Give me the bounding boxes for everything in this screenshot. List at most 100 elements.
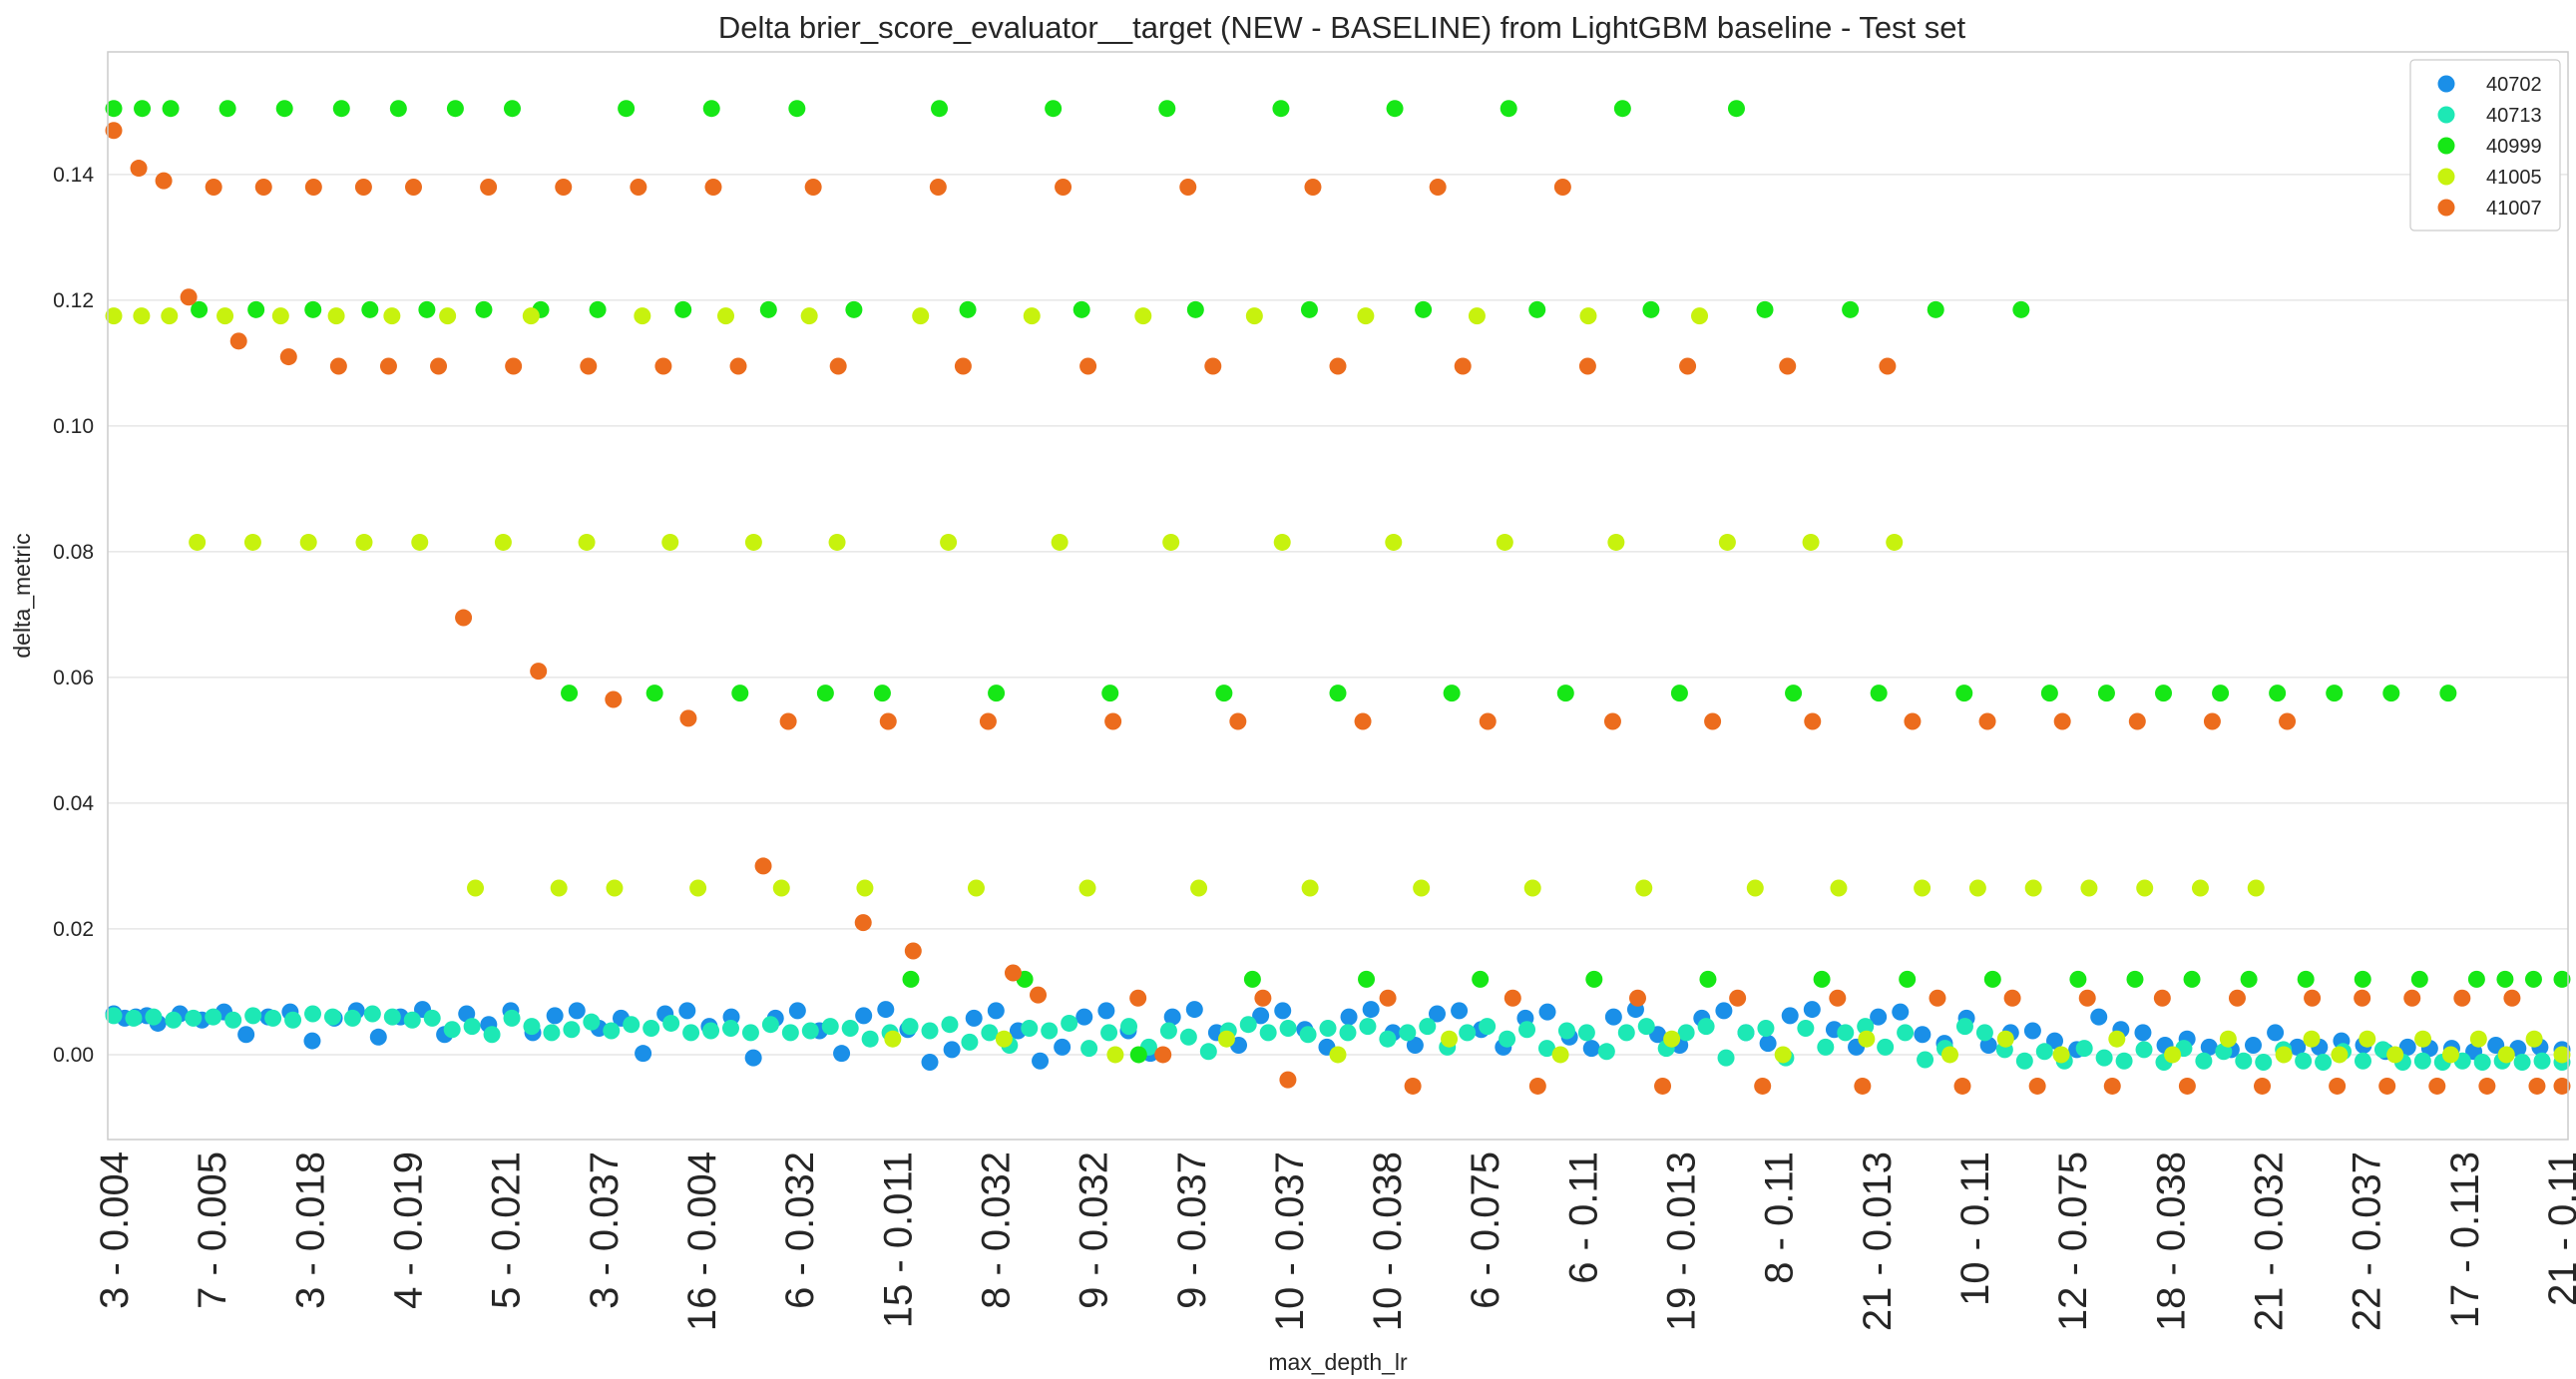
data-point — [494, 533, 512, 551]
data-point — [2525, 1030, 2543, 1048]
data-point — [1379, 989, 1397, 1007]
data-point — [679, 709, 697, 727]
data-point — [821, 1018, 839, 1036]
data-point — [979, 712, 997, 730]
data-point — [1399, 1024, 1417, 1042]
data-point — [1159, 1022, 1177, 1040]
data-point — [912, 307, 930, 325]
data-point — [583, 1013, 601, 1031]
data-point — [1301, 879, 1319, 897]
data-point — [2533, 1052, 2551, 1070]
data-point — [2467, 970, 2485, 988]
data-point — [2090, 1008, 2108, 1026]
data-point — [383, 1008, 401, 1026]
data-point — [1528, 300, 1546, 318]
x-tick-labels: 3 - 0.004 7 - 0.005 3 - 0.018 4 - 0.019 5 - … — [93, 1151, 2576, 1331]
data-point — [1406, 1036, 1424, 1054]
data-point — [1451, 1002, 1469, 1020]
data-point — [523, 1018, 541, 1036]
legend-label: 40702 — [2486, 74, 2542, 96]
data-point — [216, 307, 234, 325]
x-tick-label: 10 - 0.037 — [1268, 1151, 1312, 1331]
data-point — [2289, 1038, 2307, 1056]
data-point — [2315, 1054, 2333, 1072]
data-point — [1454, 357, 1472, 375]
data-point — [505, 357, 523, 375]
data-point — [105, 122, 123, 140]
data-point — [1274, 1002, 1292, 1020]
data-point — [2164, 1046, 2182, 1064]
data-point — [264, 1009, 282, 1027]
data-point — [2219, 1030, 2237, 1048]
data-point — [1914, 1026, 1932, 1044]
data-point — [105, 100, 123, 118]
data-point — [480, 178, 498, 196]
data-point — [1968, 879, 1986, 897]
data-point — [943, 1041, 961, 1059]
data-point — [1100, 1024, 1118, 1042]
data-point — [1073, 300, 1090, 318]
data-point — [550, 879, 568, 897]
data-point — [329, 357, 347, 375]
data-point — [1021, 1019, 1039, 1037]
data-point — [1663, 1030, 1681, 1048]
data-point — [1329, 1046, 1347, 1064]
data-point — [2126, 970, 2144, 988]
data-point — [2414, 1030, 2432, 1048]
data-point — [2115, 1052, 2133, 1070]
data-point — [271, 307, 289, 325]
data-point — [1215, 685, 1233, 702]
data-point — [1870, 685, 1888, 702]
data-point — [2012, 300, 2030, 318]
chart-title: Delta brier_score_evaluator__target (NEW… — [718, 10, 1966, 45]
data-point — [1329, 357, 1347, 375]
data-point — [1304, 178, 1322, 196]
data-point — [605, 690, 623, 708]
data-point — [467, 879, 485, 897]
data-point — [662, 1014, 680, 1032]
legend-marker — [2437, 106, 2455, 124]
data-point — [2108, 1030, 2126, 1048]
x-tick-label: 8 - 0.11 — [1758, 1151, 1802, 1284]
data-point — [2354, 1052, 2371, 1070]
data-point — [2040, 685, 2058, 702]
data-point — [2386, 1046, 2404, 1064]
data-point — [1300, 300, 1318, 318]
data-point — [2035, 1043, 2053, 1061]
data-point — [411, 533, 429, 551]
data-point — [2354, 970, 2371, 988]
data-point — [185, 1009, 203, 1027]
data-point — [361, 300, 379, 318]
data-point — [2382, 685, 2400, 702]
data-point — [1079, 357, 1097, 375]
data-point — [2046, 1032, 2064, 1050]
data-point — [744, 1049, 762, 1067]
data-point — [1120, 1018, 1138, 1036]
y-tick-label: 0.08 — [53, 541, 94, 564]
data-point — [788, 1002, 806, 1020]
data-point — [1829, 989, 1847, 1007]
data-point — [904, 942, 922, 960]
data-point — [873, 685, 891, 702]
data-point — [1339, 1024, 1357, 1042]
x-tick-label: 21 - 0.11 — [2541, 1151, 2576, 1306]
data-point — [1154, 1046, 1172, 1064]
data-point — [133, 307, 151, 325]
x-tick-label: 9 - 0.037 — [1170, 1151, 1214, 1309]
data-point — [323, 1008, 341, 1026]
data-point — [1479, 1018, 1497, 1036]
data-point — [729, 357, 747, 375]
data-point — [800, 307, 818, 325]
data-point — [1279, 1071, 1297, 1089]
data-point — [404, 178, 422, 196]
plot-frame — [107, 51, 2569, 1141]
data-point — [2195, 1052, 2213, 1070]
data-point — [2497, 1046, 2515, 1064]
data-point — [1870, 1008, 1888, 1026]
data-point — [165, 1011, 183, 1029]
data-point — [580, 357, 598, 375]
data-point — [546, 1007, 564, 1025]
data-point — [2255, 1054, 2273, 1072]
data-point — [2095, 1049, 2113, 1067]
data-point — [1996, 1030, 2014, 1048]
